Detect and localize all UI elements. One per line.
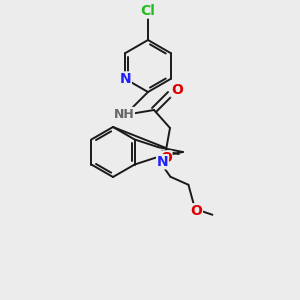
- Text: N: N: [157, 155, 168, 169]
- Text: NH: NH: [114, 107, 134, 121]
- Text: O: O: [171, 83, 183, 97]
- Text: Cl: Cl: [141, 4, 155, 18]
- Text: O: O: [160, 151, 172, 165]
- Text: O: O: [190, 204, 202, 218]
- Text: N: N: [120, 72, 131, 86]
